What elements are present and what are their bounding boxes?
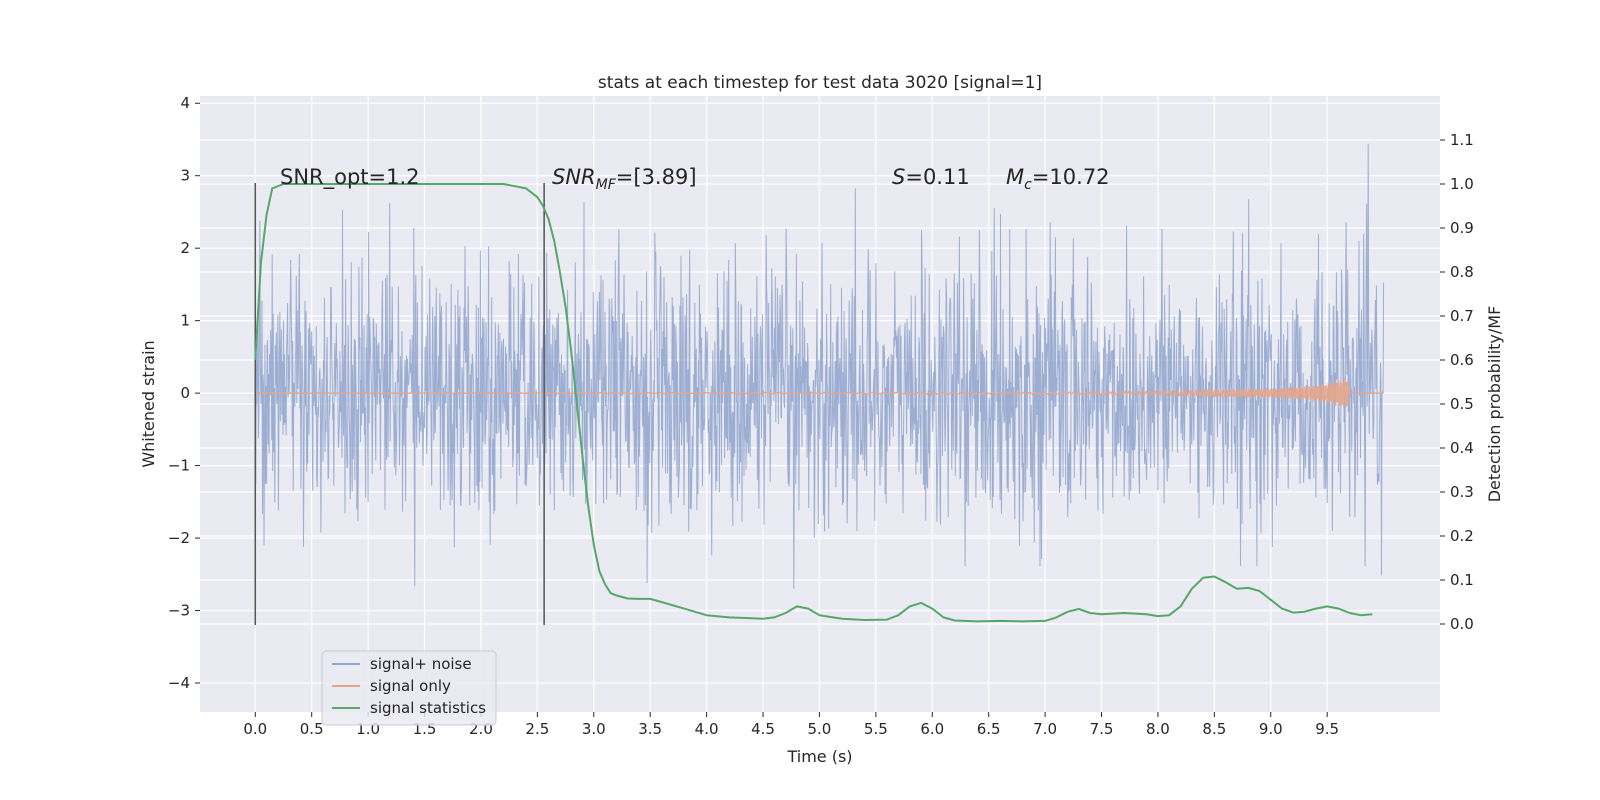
right-y-tick-label: 0.8	[1450, 263, 1474, 281]
x-tick-label: 8.0	[1146, 720, 1170, 738]
snr-mf-subscript: MF	[596, 177, 617, 193]
legend-label-signal-only: signal only	[370, 677, 451, 695]
y-tick-label: −2	[168, 529, 190, 547]
vertical-markers	[254, 182, 545, 626]
right-y-tick-label: 0.9	[1450, 219, 1474, 237]
signal-only-series	[255, 378, 1384, 408]
right-y-tick-label: 0.7	[1450, 307, 1474, 325]
y-tick-label: 0	[180, 384, 190, 402]
mc-value: =10.72	[1032, 165, 1110, 189]
x-tick-label: 0.0	[243, 720, 267, 738]
x-tick-label: 2.5	[525, 720, 549, 738]
right-y-tick-label: 1.1	[1450, 131, 1474, 149]
x-tick-label: 7.0	[1033, 720, 1057, 738]
right-y-tick-label: 0.4	[1450, 439, 1474, 457]
snr-mf-label: SNR	[552, 165, 596, 189]
x-axis-label: Time (s)	[786, 747, 852, 766]
right-y-tick-label: 0.6	[1450, 351, 1474, 369]
signal-noise-series	[254, 143, 1385, 590]
signal-only-line	[255, 378, 1384, 408]
snr-mf-value: =[3.89]	[616, 165, 697, 189]
x-tick-label: 3.5	[638, 720, 662, 738]
y-tick-label: −4	[168, 674, 190, 692]
mc-subscript: c	[1024, 177, 1032, 193]
y-axis-ticks: 4 3 2 1 0 −1 −2 −3 −4	[168, 94, 200, 692]
y-tick-label: 4	[180, 94, 190, 112]
y-tick-label: −3	[168, 602, 190, 620]
right-y-axis-ticks: 1.1 1.0 0.9 0.8 0.7 0.6 0.5 0.4 0.3 0.2 0.1 0.0	[1440, 131, 1474, 633]
mc-label: M	[1006, 165, 1024, 189]
right-y-tick-label: 0.0	[1450, 615, 1474, 633]
x-tick-label: 9.0	[1259, 720, 1283, 738]
chart-title: stats at each timestep for test data 302…	[598, 73, 1042, 93]
s-label: S	[892, 165, 905, 189]
x-tick-label: 5.0	[808, 720, 832, 738]
right-y-tick-label: 0.2	[1450, 527, 1474, 545]
right-y-tick-label: 0.3	[1450, 483, 1474, 501]
x-tick-label: 0.5	[300, 720, 324, 738]
right-y-tick-label: 0.1	[1450, 571, 1474, 589]
y-tick-label: 3	[180, 167, 190, 185]
x-tick-label: 6.0	[920, 720, 944, 738]
right-y-tick-label: 0.5	[1450, 395, 1474, 413]
y-tick-label: 1	[180, 312, 190, 330]
y-axis-label: Whitened strain	[139, 340, 158, 467]
legend: signal+ noise signal only signal statist…	[321, 650, 497, 726]
legend-label-signal-statistics: signal statistics	[370, 699, 486, 717]
annotation-snr-mf: SNRMF=[3.89]	[552, 165, 697, 193]
x-tick-label: 5.5	[864, 720, 888, 738]
s-value: =0.11	[905, 165, 969, 189]
signal-statistics-line	[254, 183, 1373, 623]
signal-noise-line	[254, 143, 1385, 590]
x-tick-label: 4.0	[695, 720, 719, 738]
annotation-mc: Mc=10.72	[1006, 165, 1110, 193]
right-y-axis-label: Detection probability/MF	[1485, 306, 1504, 503]
x-tick-label: 3.0	[582, 720, 606, 738]
legend-box	[321, 650, 497, 726]
x-axis-ticks: 0.0 0.5 1.0 1.5 2.0 2.5 3.0 3.5 4.0 4.5 5.0 5.5 6.0 6…	[243, 712, 1339, 738]
y-tick-label: −1	[168, 457, 190, 475]
x-tick-label: 7.5	[1090, 720, 1114, 738]
annotation-snr-opt: SNR_opt=1.2	[280, 165, 420, 190]
x-tick-label: 4.5	[751, 720, 775, 738]
legend-label-signal-noise: signal+ noise	[370, 655, 472, 673]
x-tick-label: 9.5	[1315, 720, 1339, 738]
right-y-tick-label: 1.0	[1450, 175, 1474, 193]
x-tick-label: 6.5	[977, 720, 1001, 738]
y-tick-label: 2	[180, 239, 190, 257]
signal-statistics-series	[254, 183, 1373, 623]
annotation-s: S=0.11	[892, 165, 970, 189]
x-tick-label: 8.5	[1202, 720, 1226, 738]
